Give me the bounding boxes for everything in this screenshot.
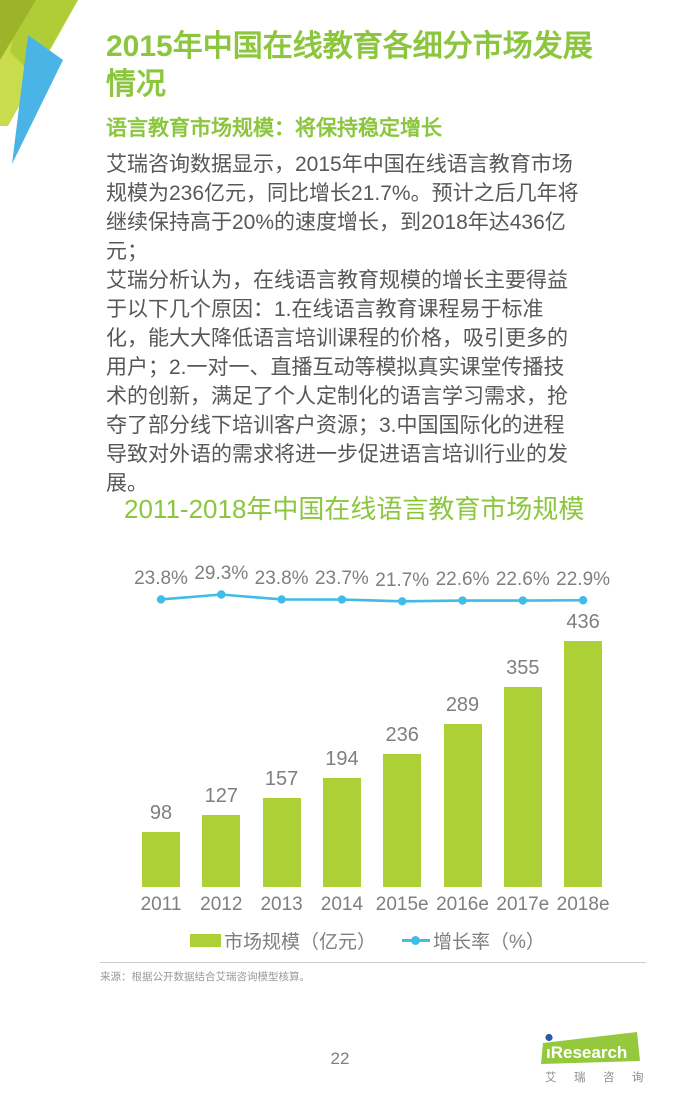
paragraph-1-line-1: 艾瑞咨询数据显示，2015年中国在线语言教育市场 [106, 153, 573, 176]
line-point-2012 [217, 590, 226, 599]
paragraph-1-line-2: 规模为236亿元，同比增长21.7%。预计之后几年将 [106, 182, 579, 205]
x-axis-label-2012: 2012 [200, 894, 243, 915]
bar-value-label-2018e: 436 [566, 611, 600, 633]
line-point-2017e [518, 596, 527, 605]
bar-value-label-2017e: 355 [506, 657, 540, 679]
logo-chinese-name: 艾瑞咨询 [545, 1072, 661, 1084]
growth-rate-label-2016e: 22.6% [435, 569, 490, 591]
bar-value-label-2012: 127 [204, 785, 238, 807]
x-axis-label-2013: 2013 [260, 894, 303, 915]
bar-legend-swatch-icon [190, 934, 221, 947]
bar-2014 [322, 778, 361, 887]
chart-legend: 市场规模（亿元） 增长率（%） [190, 927, 545, 954]
legend-item-market-size: 市场规模（亿元） [190, 927, 376, 954]
x-axis-label-2014: 2014 [320, 894, 364, 915]
bar-2012 [202, 815, 241, 887]
bar-value-label-2011: 98 [149, 802, 173, 824]
line-point-2016e [458, 596, 467, 605]
x-axis-label-2018e: 2018e [556, 894, 610, 915]
paragraph-2-line-4: 用户；2.一对一、直播互动等模拟真实课堂传播技 [106, 356, 565, 379]
page-number: 22 [330, 1049, 350, 1068]
page-title-line-1: 2015年中国在线教育各细分市场发展 [106, 30, 593, 63]
line-point-2018e [578, 596, 588, 605]
growth-rate-label-2011: 23.8% [134, 567, 188, 589]
line-point-2013 [277, 595, 286, 604]
growth-rate-label-2012: 29.3% [194, 563, 249, 584]
page-title: 2015年中国在线教育各细分市场发展 情况 [106, 28, 593, 104]
paragraph-2-line-7: 导致对外语的需求将进一步促进语言培训行业的发 [106, 443, 568, 466]
bar-2013 [262, 798, 301, 887]
bar-value-label-2016e: 289 [445, 694, 480, 716]
body-text: 艾瑞咨询数据显示，2015年中国在线语言教育市场 规模为236亿元，同比增长21.… [106, 150, 579, 498]
bar-value-label-2013: 157 [264, 768, 299, 790]
bar-2018e [564, 641, 603, 887]
section-subtitle: 语言教育市场规模：将保持稳定增长 [106, 117, 442, 140]
growth-rate-label-2017e: 22.6% [495, 569, 550, 591]
paragraph-1-line-3: 继续保持高于20%的速度增长，到2018年达436亿 [106, 211, 566, 234]
line-legend-dot-icon [411, 936, 421, 945]
chart-title: 2011-2018年中国在线语言教育市场规模 [124, 494, 585, 524]
source-note: 来源：根据公开数据结合艾瑞咨询模型核算。 [100, 971, 310, 983]
corner-decoration-shapes [0, 0, 78, 164]
growth-rate-label-2015e: 21.7% [375, 569, 430, 591]
paragraph-1-line-4: 元； [106, 240, 148, 263]
paragraph-2-line-8: 展。 [106, 472, 148, 495]
bar-2016e [443, 724, 482, 887]
bar-value-label-2015e: 236 [385, 724, 419, 746]
line-point-2014 [337, 595, 347, 604]
bar-value-label-2014: 194 [325, 748, 359, 770]
line-point-2011 [156, 595, 166, 604]
growth-rate-label-2013: 23.8% [254, 567, 309, 589]
growth-rate-label-2014: 23.7% [314, 568, 369, 590]
bar-2011 [142, 832, 180, 887]
paragraph-2-line-3: 化，能大大降低语言培训课程的价格，吸引更多的 [106, 327, 568, 350]
paragraph-2-line-5: 术的创新，满足了个人定制化的语言学习需求，抢 [106, 385, 568, 408]
source-divider [100, 962, 646, 963]
bar-2015e [383, 754, 422, 887]
iresearch-logo-mark: ıResearch [541, 1032, 640, 1064]
paragraph-2-line-6: 夺了部分线下培训客户资源；3.中国国际化的进程 [106, 414, 565, 437]
x-axis-label-2011: 2011 [140, 894, 182, 915]
page-title-line-2: 情况 [106, 68, 166, 101]
legend-item-growth-rate: 增长率（%） [402, 927, 545, 954]
x-axis-label-2016e: 2016e [436, 894, 489, 915]
bar-2017e [503, 687, 542, 887]
paragraph-2-line-1: 艾瑞分析认为，在线语言教育规模的增长主要得益 [106, 269, 568, 292]
line-legend-marker-icon [402, 936, 431, 945]
legend-label-growth-rate: 增长率（%） [433, 932, 545, 953]
iresearch-logo: ıResearch 艾瑞咨询 [532, 1030, 664, 1088]
growth-rate-label-2018e: 22.9% [556, 568, 611, 590]
logo-brand-text: ıResearch [546, 1043, 627, 1062]
line-point-2015e [398, 597, 407, 606]
x-axis-label-2017e: 2017e [496, 894, 550, 915]
paragraph-2-line-2: 于以下几个原因：1.在线语言教育课程易于标准 [106, 298, 544, 321]
logo-i-dot-icon [545, 1033, 553, 1042]
legend-label-market-size: 市场规模（亿元） [224, 932, 377, 953]
growth-line-series [156, 590, 588, 606]
x-axis-label-2015e: 2015e [375, 894, 429, 915]
